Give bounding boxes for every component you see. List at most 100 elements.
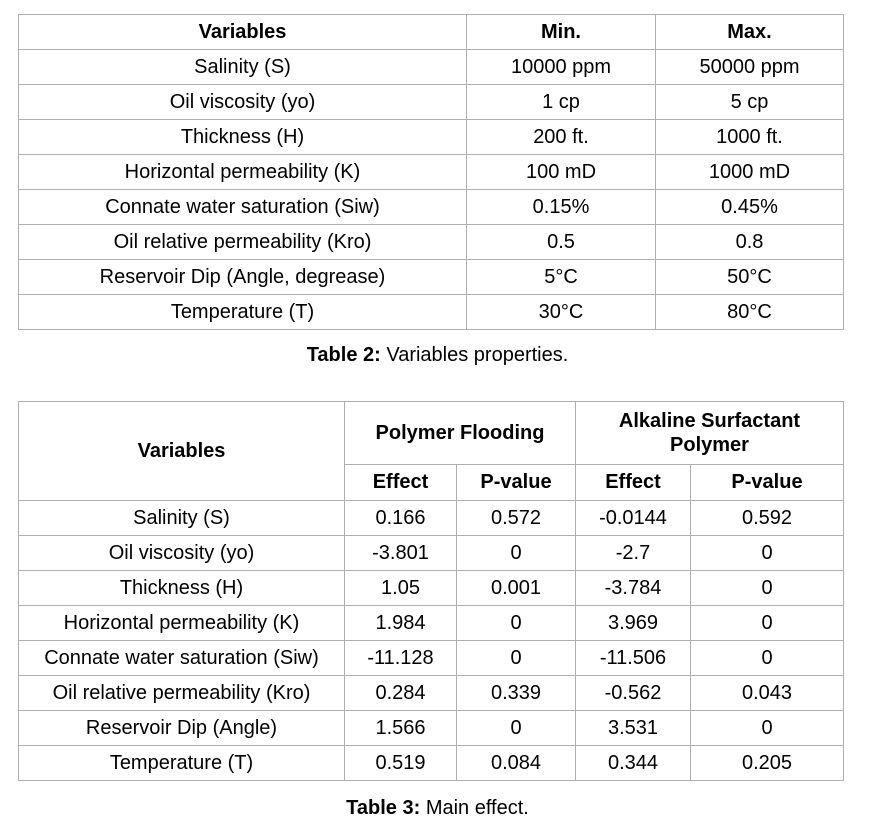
table-cell: 0: [690, 605, 844, 641]
table-row: Temperature (T) 30°C 80°C: [18, 294, 844, 330]
table-cell: Salinity (S): [18, 500, 345, 536]
table-cell: 50°C: [655, 259, 844, 295]
table-cell: 0.8: [655, 224, 844, 260]
table-cell: 80°C: [655, 294, 844, 330]
table-caption: Table 2: Variables properties.: [0, 344, 875, 367]
table-cell: 1.566: [344, 710, 457, 746]
table-cell: 5°C: [466, 259, 656, 295]
header-row: Variables Min. Max.: [18, 14, 844, 50]
table-cell: Reservoir Dip (Angle): [18, 710, 345, 746]
variables-table: Variables Min. Max. Salinity (S) 10000 ppm 50…: [18, 14, 844, 330]
table-cell: 0.084: [456, 745, 576, 781]
caption-text: Main effect.: [425, 797, 529, 819]
caption-text: Variables properties.: [386, 344, 569, 366]
table-row: Oil viscosity (yo) -3.801 0 -2.7 0: [18, 535, 844, 571]
table-cell: 0.344: [575, 745, 691, 781]
table-cell: Reservoir Dip (Angle, degrease): [18, 259, 467, 295]
column-header: Min.: [466, 14, 656, 50]
table-row: Oil relative permeability (Kro) 0.5 0.8: [18, 224, 844, 260]
caption-label: Table 3:: [346, 797, 421, 819]
table-cell: 0.15%: [466, 189, 656, 225]
table-caption: Table 3: Main effect.: [0, 797, 875, 820]
column-header: Effect: [575, 464, 691, 501]
table-cell: Thickness (H): [18, 570, 345, 606]
table-cell: 0: [690, 710, 844, 746]
table-cell: 0.519: [344, 745, 457, 781]
table-row: Salinity (S) 0.166 0.572 -0.0144 0.592: [18, 500, 844, 536]
table-cell: 100 mD: [466, 154, 656, 190]
table-cell: 3.969: [575, 605, 691, 641]
column-header: P-value: [456, 464, 576, 501]
table-cell: 0: [690, 640, 844, 676]
table-cell: -11.506: [575, 640, 691, 676]
table-row: Reservoir Dip (Angle, degrease) 5°C 50°C: [18, 259, 844, 295]
table-cell: 0.45%: [655, 189, 844, 225]
column-header: Max.: [655, 14, 844, 50]
table-cell: Thickness (H): [18, 119, 467, 155]
table-row: Thickness (H) 1.05 0.001 -3.784 0: [18, 570, 844, 606]
table-cell: -11.128: [344, 640, 457, 676]
table-cell: 1.05: [344, 570, 457, 606]
table-row: Temperature (T) 0.519 0.084 0.344 0.205: [18, 745, 844, 781]
column-header: Variables: [18, 14, 467, 50]
table-cell: Salinity (S): [18, 49, 467, 85]
table-row: Connate water saturation (Siw) 0.15% 0.45%: [18, 189, 844, 225]
header-row: Variables Polymer Flooding Alkaline Surfac…: [18, 401, 844, 501]
caption-label: Table 2:: [306, 344, 381, 366]
table-cell: 0.001: [456, 570, 576, 606]
table-cell: Oil relative permeability (Kro): [18, 675, 345, 711]
table-row: Horizontal permeability (K) 100 mD 1000 mD: [18, 154, 844, 190]
main-effect-table: Variables Polymer Flooding Alkaline Surfac…: [18, 401, 844, 781]
table-cell: 0.592: [690, 500, 844, 536]
table-cell: 30°C: [466, 294, 656, 330]
table-row: Salinity (S) 10000 ppm 50000 ppm: [18, 49, 844, 85]
table-row: Horizontal permeability (K) 1.984 0 3.969 0: [18, 605, 844, 641]
table-cell: 0.339: [456, 675, 576, 711]
table-cell: 0: [456, 535, 576, 571]
group-header: Alkaline Surfactant Polymer: [575, 401, 844, 465]
table-cell: 0: [456, 710, 576, 746]
table-cell: 50000 ppm: [655, 49, 844, 85]
table-cell: 3.531: [575, 710, 691, 746]
table-cell: 0.166: [344, 500, 457, 536]
table-cell: Oil viscosity (yo): [18, 84, 467, 120]
table-row: Oil relative permeability (Kro) 0.284 0.33…: [18, 675, 844, 711]
table-cell: 0: [690, 570, 844, 606]
table-cell: -0.562: [575, 675, 691, 711]
table-cell: 1.984: [344, 605, 457, 641]
table-cell: 10000 ppm: [466, 49, 656, 85]
table-cell: 1 cp: [466, 84, 656, 120]
table-cell: Horizontal permeability (K): [18, 605, 345, 641]
group-header: Polymer Flooding: [344, 401, 576, 465]
table-cell: -3.784: [575, 570, 691, 606]
table-cell: Horizontal permeability (K): [18, 154, 467, 190]
table-cell: Oil relative permeability (Kro): [18, 224, 467, 260]
table-cell: 0.205: [690, 745, 844, 781]
column-header: Effect: [344, 464, 457, 501]
table-row: Oil viscosity (yo) 1 cp 5 cp: [18, 84, 844, 120]
table-row: Reservoir Dip (Angle) 1.566 0 3.531 0: [18, 710, 844, 746]
table-cell: Temperature (T): [18, 294, 467, 330]
table-cell: Oil viscosity (yo): [18, 535, 345, 571]
subheader-row: Effect P-value Effect P-value: [19, 464, 844, 501]
table-cell: 5 cp: [655, 84, 844, 120]
table-cell: 0.572: [456, 500, 576, 536]
table-cell: 0: [456, 605, 576, 641]
table-cell: 200 ft.: [466, 119, 656, 155]
table-row: Thickness (H) 200 ft. 1000 ft.: [18, 119, 844, 155]
table-cell: Connate water saturation (Siw): [18, 640, 345, 676]
table-cell: Connate water saturation (Siw): [18, 189, 467, 225]
table-cell: -3.801: [344, 535, 457, 571]
table-cell: 1000 mD: [655, 154, 844, 190]
table-cell: 0.284: [344, 675, 457, 711]
table-cell: -0.0144: [575, 500, 691, 536]
table-cell: 0: [456, 640, 576, 676]
table-cell: 0: [690, 535, 844, 571]
table-cell: 0.043: [690, 675, 844, 711]
table-cell: -2.7: [575, 535, 691, 571]
table-cell: Temperature (T): [18, 745, 345, 781]
table-row: Connate water saturation (Siw) -11.128 0 -1…: [18, 640, 844, 676]
table-cell: 1000 ft.: [655, 119, 844, 155]
column-header: Variables: [18, 401, 345, 501]
